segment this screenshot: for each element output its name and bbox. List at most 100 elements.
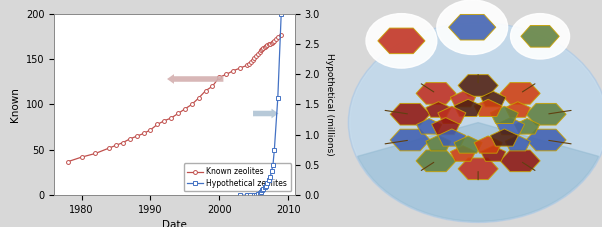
Known zeolites xyxy=(269,40,276,43)
Polygon shape xyxy=(474,136,502,153)
Hypothetical zeolites xyxy=(252,193,259,196)
Polygon shape xyxy=(416,150,456,172)
Hypothetical zeolites xyxy=(259,188,267,190)
Hypothetical zeolites xyxy=(257,190,264,193)
Polygon shape xyxy=(454,136,482,153)
Circle shape xyxy=(510,14,569,59)
Polygon shape xyxy=(426,135,451,151)
Known zeolites xyxy=(273,38,280,40)
Polygon shape xyxy=(450,146,476,161)
Polygon shape xyxy=(515,118,540,134)
Hypothetical zeolites xyxy=(267,176,274,178)
Polygon shape xyxy=(390,104,430,125)
Known zeolites xyxy=(140,132,147,135)
Line: Known zeolites: Known zeolites xyxy=(66,33,283,164)
Known zeolites xyxy=(261,46,268,49)
Polygon shape xyxy=(390,129,430,151)
Hypothetical zeolites xyxy=(278,12,285,15)
Known zeolites xyxy=(243,64,250,67)
Known zeolites xyxy=(64,160,72,163)
Wedge shape xyxy=(358,123,598,221)
Polygon shape xyxy=(378,28,425,54)
Legend: Known zeolites, Hypothetical zeolites: Known zeolites, Hypothetical zeolites xyxy=(184,163,291,191)
Y-axis label: Hypothetical (millions): Hypothetical (millions) xyxy=(325,53,334,156)
Known zeolites xyxy=(119,141,126,144)
Known zeolites xyxy=(265,43,273,46)
Known zeolites xyxy=(268,41,275,44)
Hypothetical zeolites xyxy=(237,194,244,197)
Polygon shape xyxy=(438,129,466,146)
Known zeolites xyxy=(209,85,216,88)
Polygon shape xyxy=(450,91,476,107)
Known zeolites xyxy=(275,36,282,39)
Known zeolites xyxy=(245,62,252,65)
Polygon shape xyxy=(491,106,518,123)
Polygon shape xyxy=(480,91,506,107)
Known zeolites xyxy=(229,69,237,72)
Known zeolites xyxy=(252,55,259,58)
Known zeolites xyxy=(126,138,134,140)
Polygon shape xyxy=(438,106,466,123)
Polygon shape xyxy=(500,150,540,172)
Known zeolites xyxy=(181,108,188,110)
Hypothetical zeolites xyxy=(256,191,264,194)
Polygon shape xyxy=(521,25,559,47)
Known zeolites xyxy=(254,53,261,56)
Known zeolites xyxy=(216,76,223,79)
Known zeolites xyxy=(247,60,255,63)
Polygon shape xyxy=(491,129,518,146)
Known zeolites xyxy=(154,123,161,126)
Known zeolites xyxy=(78,156,85,158)
Hypothetical zeolites xyxy=(264,182,271,185)
Known zeolites xyxy=(257,49,264,51)
Known zeolites xyxy=(188,103,196,106)
Polygon shape xyxy=(526,129,566,151)
Known zeolites xyxy=(133,135,140,138)
Known zeolites xyxy=(167,117,175,119)
Known zeolites xyxy=(278,34,285,37)
Polygon shape xyxy=(432,118,460,135)
Known zeolites xyxy=(195,97,202,99)
Hypothetical zeolites xyxy=(258,189,265,192)
Polygon shape xyxy=(426,102,451,117)
Hypothetical zeolites xyxy=(269,164,276,166)
Polygon shape xyxy=(526,104,566,125)
Known zeolites xyxy=(262,45,270,48)
Known zeolites xyxy=(147,128,154,131)
Polygon shape xyxy=(500,83,540,104)
Hypothetical zeolites xyxy=(268,170,275,172)
Known zeolites xyxy=(175,112,182,115)
Polygon shape xyxy=(497,118,524,135)
Known zeolites xyxy=(271,39,278,42)
Hypothetical zeolites xyxy=(261,186,268,189)
Circle shape xyxy=(437,0,507,54)
Circle shape xyxy=(349,23,602,222)
Known zeolites xyxy=(92,152,99,155)
Polygon shape xyxy=(448,15,496,40)
FancyArrowPatch shape xyxy=(253,109,279,118)
Circle shape xyxy=(350,24,602,221)
Hypothetical zeolites xyxy=(247,194,254,197)
Known zeolites xyxy=(259,47,267,49)
Polygon shape xyxy=(417,118,442,134)
Polygon shape xyxy=(454,99,482,116)
Known zeolites xyxy=(105,147,113,149)
Known zeolites xyxy=(223,73,230,76)
Known zeolites xyxy=(237,67,244,69)
Hypothetical zeolites xyxy=(274,97,281,100)
Y-axis label: Known: Known xyxy=(10,87,20,122)
Hypothetical zeolites xyxy=(262,184,270,187)
Known zeolites xyxy=(258,48,265,50)
Known zeolites xyxy=(256,50,264,53)
Known zeolites xyxy=(249,59,256,61)
Polygon shape xyxy=(458,75,498,96)
FancyArrowPatch shape xyxy=(167,74,223,84)
Hypothetical zeolites xyxy=(250,194,257,197)
Known zeolites xyxy=(264,44,271,47)
Polygon shape xyxy=(474,99,502,116)
Hypothetical zeolites xyxy=(265,179,273,181)
Polygon shape xyxy=(458,158,498,180)
Polygon shape xyxy=(505,135,530,151)
Circle shape xyxy=(366,14,437,68)
Hypothetical zeolites xyxy=(271,148,278,151)
